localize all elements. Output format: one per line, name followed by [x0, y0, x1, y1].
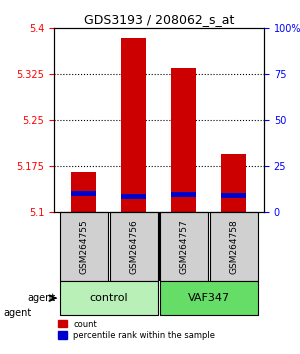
Legend: count, percentile rank within the sample: count, percentile rank within the sample	[58, 320, 215, 340]
Text: VAF347: VAF347	[188, 293, 230, 303]
Text: GSM264757: GSM264757	[179, 219, 188, 274]
Bar	[172, 193, 197, 197]
Bar	[221, 193, 247, 198]
FancyBboxPatch shape	[210, 212, 258, 281]
FancyBboxPatch shape	[160, 281, 258, 315]
Bar	[71, 172, 97, 212]
Bar	[122, 194, 146, 199]
Text: GSM264758: GSM264758	[230, 219, 238, 274]
Text: GSM264755: GSM264755	[80, 219, 88, 274]
Bar	[122, 38, 146, 212]
FancyBboxPatch shape	[110, 212, 158, 281]
Bar	[221, 154, 247, 212]
Text: agent: agent	[28, 293, 56, 303]
FancyBboxPatch shape	[160, 212, 208, 281]
Text: agent: agent	[3, 308, 31, 318]
Bar	[71, 191, 97, 196]
Text: GSM264756: GSM264756	[130, 219, 139, 274]
Bar	[172, 68, 197, 212]
FancyBboxPatch shape	[60, 281, 158, 315]
FancyBboxPatch shape	[60, 212, 108, 281]
Title: GDS3193 / 208062_s_at: GDS3193 / 208062_s_at	[84, 13, 234, 26]
Text: control: control	[90, 293, 128, 303]
